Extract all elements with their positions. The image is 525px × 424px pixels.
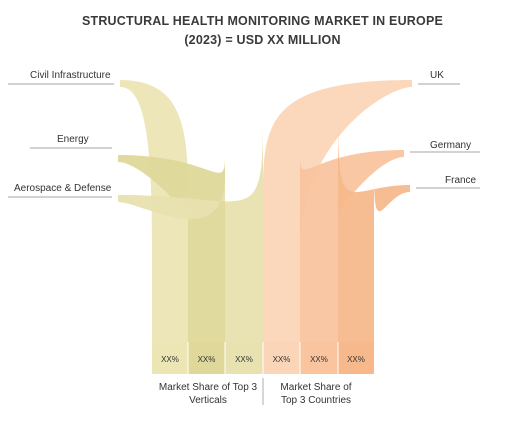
value-box — [188, 342, 225, 374]
chart-title-line1: STRUCTURAL HEALTH MONITORING MARKET IN E… — [81, 14, 444, 28]
value-box — [225, 342, 263, 374]
label-aerospace-defense: Aerospace & Defense — [14, 183, 112, 194]
label-germany: Germany — [430, 140, 471, 151]
value-box — [300, 342, 338, 374]
group-caption: Top 3 Countries — [281, 395, 351, 406]
value-box — [263, 342, 300, 374]
value-label: XX% — [235, 355, 253, 364]
group-caption: Market Share of Top 3 — [159, 382, 258, 393]
flow-germany — [300, 150, 404, 342]
value-label: XX% — [347, 355, 365, 364]
group-caption: Verticals — [189, 395, 227, 406]
label-energy: Energy — [57, 134, 89, 145]
value-label: XX% — [310, 355, 328, 364]
chart-title-line2: (2023) = USD XX MILLION — [184, 33, 341, 47]
label-france: France — [445, 175, 477, 186]
flow-france — [338, 115, 410, 342]
flow-uk — [263, 80, 412, 342]
value-box — [152, 342, 188, 374]
label-civil-infrastructure: Civil Infrastructure — [30, 70, 111, 81]
value-label: XX% — [198, 355, 216, 364]
label-uk: UK — [430, 70, 444, 81]
group-caption: Market Share of — [280, 382, 351, 393]
value-label: XX% — [161, 355, 179, 364]
value-label: XX% — [273, 355, 291, 364]
value-box — [338, 342, 374, 374]
flow-aerospace-defense — [118, 115, 263, 342]
